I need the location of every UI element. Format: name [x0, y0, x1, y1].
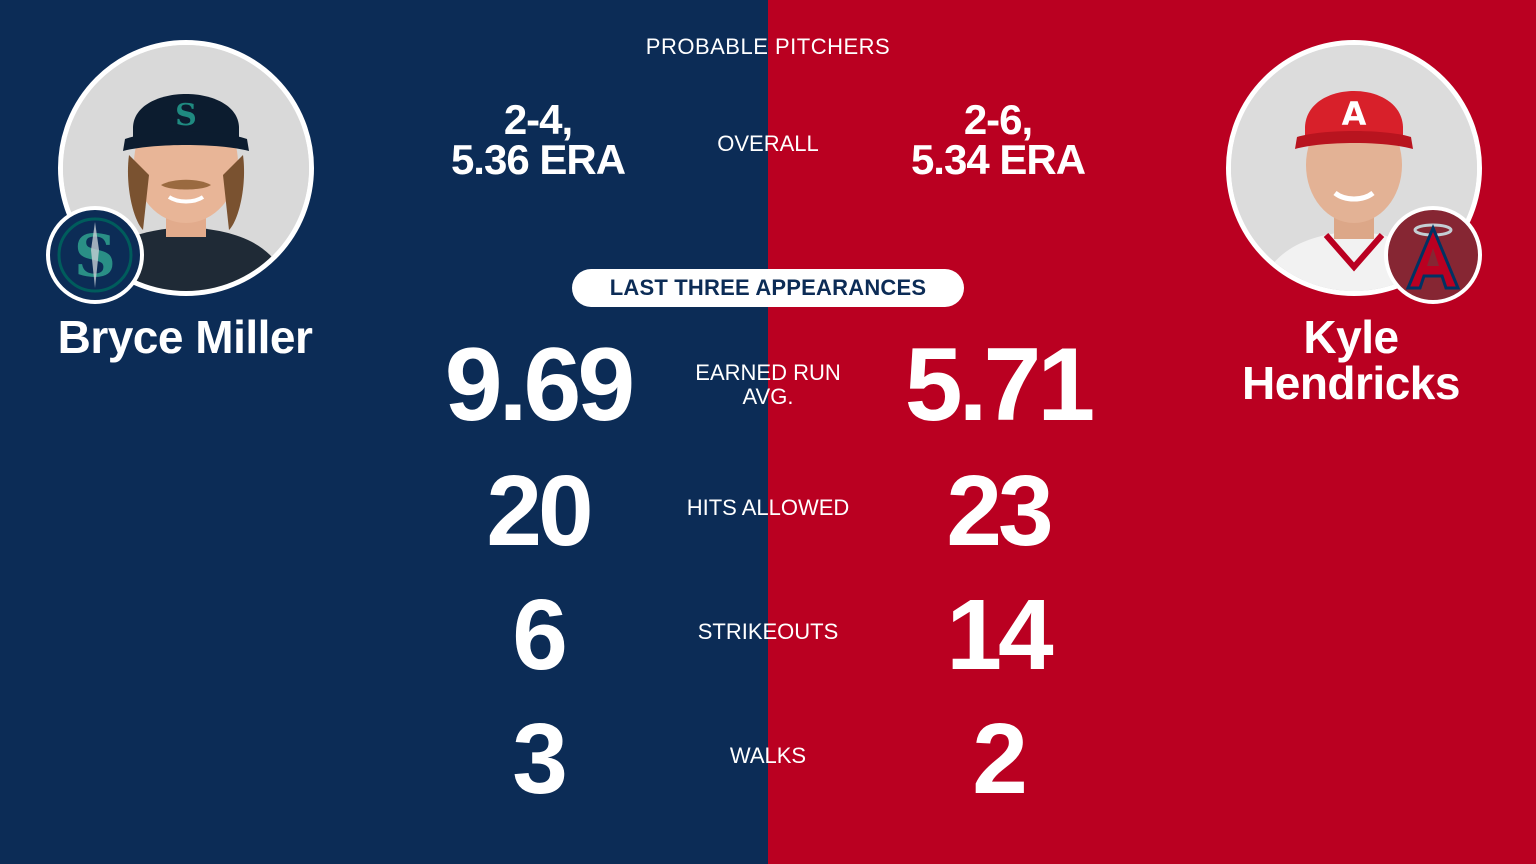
era-label-line1: EARNED RUN	[695, 360, 841, 385]
mariners-logo-badge: S	[46, 206, 144, 304]
mariners-s-logo-icon: S	[57, 217, 133, 293]
left-walks-value: 3	[512, 703, 568, 815]
overall-label: OVERALL	[717, 131, 819, 156]
right-era-value: 5.71	[904, 327, 1095, 443]
right-player-name: Kyle Hendricks	[1186, 314, 1516, 406]
left-record-wl: 2-4,	[503, 96, 573, 143]
left-hits-value: 20	[486, 455, 593, 567]
angels-logo-badge	[1384, 206, 1482, 304]
left-record-era: 5.36 ERA	[450, 136, 626, 183]
right-player-first-name: Kyle	[1303, 311, 1399, 363]
right-overall-record: 2-6, 5.34 ERA	[848, 96, 1148, 183]
right-hits-value: 23	[946, 455, 1053, 567]
right-player-last-name: Hendricks	[1242, 357, 1460, 409]
right-walks-value: 2	[972, 703, 1028, 815]
svg-text:S: S	[175, 98, 197, 133]
angels-a-logo-icon	[1405, 223, 1461, 290]
hits-label: HITS ALLOWED	[686, 495, 850, 520]
right-strikeouts-value: 14	[946, 579, 1053, 691]
graphic-title: PROBABLE PITCHERS	[645, 34, 891, 59]
right-record-era: 5.34 ERA	[910, 136, 1086, 183]
left-era-value: 9.69	[444, 327, 635, 443]
era-label-line2: AVG.	[742, 384, 794, 409]
strikeouts-label: STRIKEOUTS	[697, 619, 839, 644]
right-record-wl: 2-6,	[963, 96, 1033, 143]
left-strikeouts-value: 6	[512, 579, 568, 691]
era-label: EARNED RUN AVG.	[668, 361, 868, 409]
section-pill: LAST THREE APPEARANCES	[572, 269, 964, 307]
left-player-name: Bryce Miller	[57, 311, 313, 363]
left-overall-record: 2-4, 5.36 ERA	[388, 96, 688, 183]
walks-label: WALKS	[729, 743, 807, 768]
left-player-silhouette-icon: S	[63, 45, 309, 291]
svg-text:A: A	[1342, 95, 1367, 133]
